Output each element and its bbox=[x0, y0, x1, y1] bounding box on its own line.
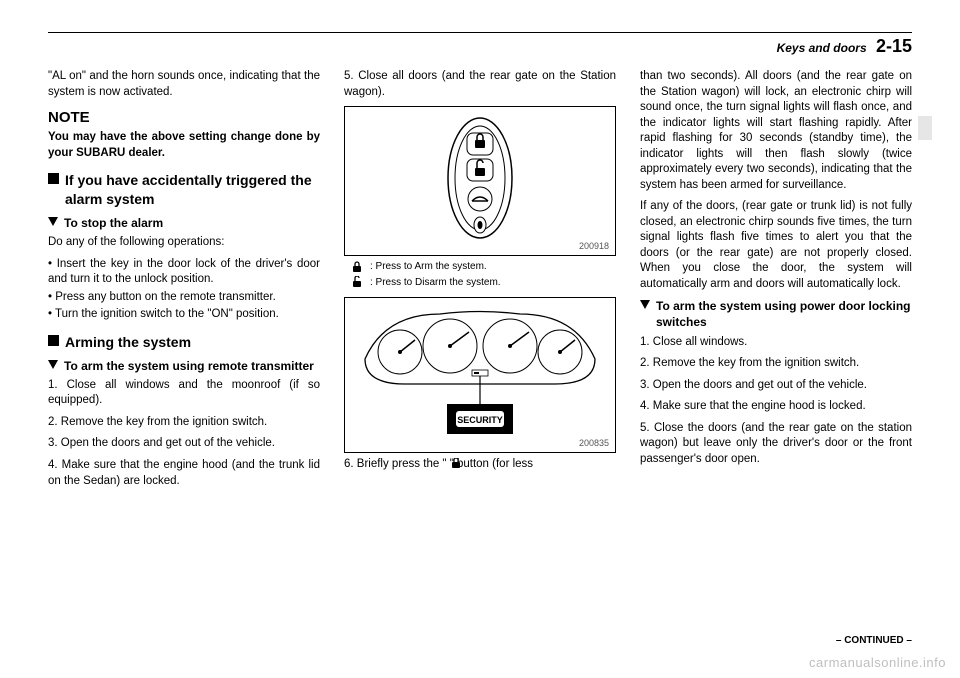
column-2: 5. Close all doors (and the rear gate on… bbox=[344, 69, 616, 495]
page-header: Keys and doors 2-15 bbox=[48, 36, 912, 57]
side-tab bbox=[918, 116, 932, 140]
step: 5. Close all doors (and the rear gate on… bbox=[344, 69, 616, 100]
legend-row: : Press to Disarm the system. bbox=[350, 276, 616, 290]
square-bullet-icon bbox=[48, 335, 59, 346]
step: 3. Open the doors and get out of the veh… bbox=[48, 436, 320, 452]
step: 1. Close all windows. bbox=[640, 335, 912, 351]
subhead-stop-alarm: To stop the alarm bbox=[48, 215, 320, 231]
section-accidental-trigger: If you have accidentally triggered the a… bbox=[48, 171, 320, 209]
step: 4. Make sure that the engine hood is loc… bbox=[640, 399, 912, 415]
note-body: You may have the above setting change do… bbox=[48, 130, 320, 161]
lock-icon-inline bbox=[450, 458, 462, 469]
step: 4. Make sure that the engine hood (and t… bbox=[48, 458, 320, 489]
keyfob-legend: : Press to Arm the system. : Press to Di… bbox=[350, 260, 616, 289]
section-title-text: If you have accidentally triggered the a… bbox=[65, 171, 320, 209]
square-bullet-icon bbox=[48, 173, 59, 184]
section-arming: Arming the system bbox=[48, 333, 320, 352]
watermark: carmanualsonline.info bbox=[809, 655, 946, 670]
keyfob-illustration bbox=[445, 113, 515, 243]
subhead-arm-remote: To arm the system using remote transmitt… bbox=[48, 358, 320, 374]
page-number: 2-15 bbox=[876, 36, 912, 56]
step: 2. Remove the key from the ignition swit… bbox=[48, 415, 320, 431]
list-item: Turn the ignition switch to the "ON" pos… bbox=[48, 307, 320, 323]
legend-text: : Press to Disarm the system. bbox=[370, 276, 501, 290]
top-rule bbox=[48, 32, 912, 33]
note-heading: NOTE bbox=[48, 108, 320, 128]
subhead-text: To arm the system using power door locki… bbox=[656, 298, 912, 330]
triangle-bullet-icon bbox=[48, 360, 58, 369]
columns: "AL on" and the horn sounds once, indica… bbox=[48, 69, 912, 495]
legend-text: : Press to Arm the system. bbox=[370, 260, 487, 274]
list-item: Press any button on the remote transmitt… bbox=[48, 290, 320, 306]
section-title-text: Arming the system bbox=[65, 333, 191, 352]
intro-text: "AL on" and the horn sounds once, indica… bbox=[48, 69, 320, 100]
subhead-text: To stop the alarm bbox=[64, 215, 163, 231]
step: 6. Briefly press the " " button (for les… bbox=[344, 457, 616, 473]
triangle-bullet-icon bbox=[48, 217, 58, 226]
body-text: If any of the doors, (rear gate or trunk… bbox=[640, 199, 912, 292]
manual-page: Keys and doors 2-15 "AL on" and the horn… bbox=[0, 0, 960, 678]
figure-keyfob: 200918 bbox=[344, 106, 616, 256]
step: 3. Open the doors and get out of the veh… bbox=[640, 378, 912, 394]
step: 2. Remove the key from the ignition swit… bbox=[640, 356, 912, 372]
triangle-bullet-icon bbox=[640, 300, 650, 309]
dashboard-illustration: SECURITY bbox=[355, 304, 605, 444]
continued-footer: – CONTINUED – bbox=[836, 635, 912, 646]
stop-alarm-intro: Do any of the following operations: bbox=[48, 235, 320, 251]
body-text: than two seconds). All doors (and the re… bbox=[640, 69, 912, 193]
figure-number: 200918 bbox=[579, 240, 609, 252]
legend-row: : Press to Arm the system. bbox=[350, 260, 616, 274]
section-title: Keys and doors bbox=[777, 41, 867, 55]
security-label-text: SECURITY bbox=[457, 415, 503, 425]
column-3: than two seconds). All doors (and the re… bbox=[640, 69, 912, 495]
list-item: Insert the key in the door lock of the d… bbox=[48, 257, 320, 288]
step: 1. Close all windows and the moonroof (i… bbox=[48, 378, 320, 409]
subhead-arm-power-lock: To arm the system using power door locki… bbox=[640, 298, 912, 330]
unlock-icon bbox=[350, 276, 364, 288]
subhead-text: To arm the system using remote transmitt… bbox=[64, 358, 314, 374]
step-text: 6. Briefly press the " " button (for les… bbox=[344, 458, 533, 470]
stop-alarm-list: Insert the key in the door lock of the d… bbox=[48, 257, 320, 323]
figure-dashboard: SECURITY 200835 bbox=[344, 297, 616, 453]
lock-icon bbox=[350, 261, 364, 273]
step: 5. Close the doors (and the rear gate on… bbox=[640, 421, 912, 468]
column-1: "AL on" and the horn sounds once, indica… bbox=[48, 69, 320, 495]
figure-number: 200835 bbox=[579, 437, 609, 449]
